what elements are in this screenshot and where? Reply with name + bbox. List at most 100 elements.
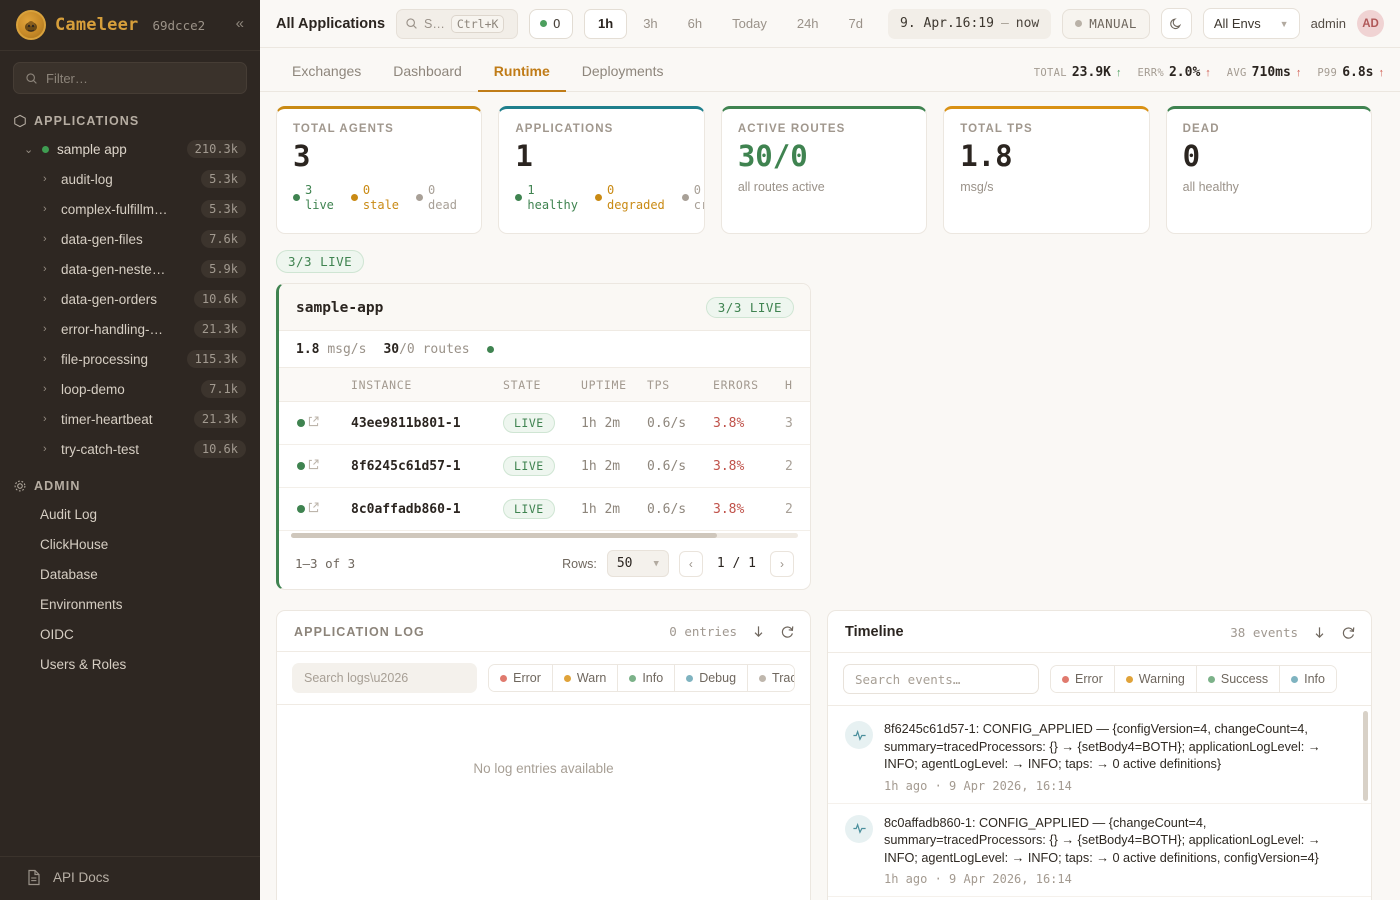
kpi-sub: all routes active <box>737 179 825 194</box>
timeline-event[interactable]: 8f6245c61d57-1: CONFIG_APPLIED — {config… <box>828 710 1371 804</box>
sidebar-item-data-gen-neste-[interactable]: › data-gen-neste… 5.9k <box>0 254 260 284</box>
sidebar-item-label: loop-demo <box>61 381 125 397</box>
sidebar-item-try-catch-test[interactable]: › try-catch-test 10.6k <box>0 434 260 464</box>
level-dot <box>1125 675 1133 683</box>
sidebar-item-data-gen-orders[interactable]: › data-gen-orders 10.6k <box>0 284 260 314</box>
global-search-input[interactable]: S… Ctrl+K <box>396 8 519 39</box>
time-range-group: 1h 3h 6h Today 24h 7d <box>584 8 877 39</box>
row-status-dot <box>279 487 307 531</box>
tab-runtime[interactable]: Runtime <box>477 63 566 92</box>
legend-text: 1 healthy <box>527 182 578 212</box>
time-to: now <box>1015 16 1040 31</box>
legend-dot <box>350 194 358 202</box>
level-label: Warn <box>576 671 607 685</box>
open-instance-icon[interactable] <box>307 401 351 445</box>
chevron-right-icon: › <box>43 413 47 425</box>
sidebar-filter-input[interactable]: Filter… <box>13 62 247 94</box>
log-level-trace[interactable]: Trace <box>748 665 795 691</box>
sidebar-item-environments[interactable]: Environments <box>40 596 123 612</box>
timeline-scrollbar[interactable] <box>1363 711 1368 801</box>
time-range-6h[interactable]: 6h <box>687 16 703 31</box>
time-range-7d[interactable]: 7d <box>848 16 864 31</box>
legend-text: 0 stale <box>362 182 400 212</box>
scrollbar-thumb[interactable] <box>291 533 717 538</box>
sidebar-item-oidc[interactable]: OIDC <box>40 626 74 642</box>
log-level-info[interactable]: Info <box>618 665 676 691</box>
trend-arrow-icon: ↑ <box>1295 67 1302 79</box>
sidebar-item-sample-app[interactable]: ⌄ sample app 210.3k <box>0 134 260 164</box>
refresh-icon[interactable] <box>780 624 795 639</box>
timeline-level-info[interactable]: Info <box>1280 666 1336 692</box>
document-icon <box>28 869 40 886</box>
legend-dot <box>594 194 602 202</box>
table-row[interactable]: 8f6245c61d57-1 LIVE 1h 2m 0.6/s 3.8% 2 <box>279 444 810 488</box>
bottom-panels: APPLICATION LOG 0 entries Search logs\u2… <box>276 610 1372 900</box>
time-range-24h[interactable]: 24h <box>796 16 819 31</box>
refresh-mode-button[interactable]: MANUAL <box>1062 8 1150 39</box>
environment-select[interactable]: All Envs ▼ <box>1202 8 1300 39</box>
open-instance-icon[interactable] <box>307 487 351 531</box>
tab-deployments[interactable]: Deployments <box>581 63 664 79</box>
header-metrics: TOTAL 23.9K ↑ ERR% 2.0% ↑ AVG 710ms ↑ P99 6.8s ↑ <box>1034 65 1384 91</box>
sidebar-item-error-handling-[interactable]: › error-handling-… 21.3k <box>0 314 260 344</box>
trend-arrow-icon: ↑ <box>1378 67 1385 79</box>
log-level-error[interactable]: Error <box>489 665 553 691</box>
column-header: INSTANCE <box>351 368 503 402</box>
timeline-level-error[interactable]: Error <box>1051 666 1115 692</box>
sidebar-item-complex-fulfillm-[interactable]: › complex-fulfillm… 5.3k <box>0 194 260 224</box>
sidebar-item-database[interactable]: Database <box>40 566 98 582</box>
log-level-warn[interactable]: Warn <box>552 665 619 691</box>
global-search-placeholder: S… <box>424 16 445 31</box>
sidebar-item-users-roles[interactable]: Users & Roles <box>40 656 127 672</box>
rows-per-page-select[interactable]: 50 ▼ <box>606 550 669 577</box>
avatar[interactable]: AD <box>1357 10 1384 37</box>
sidebar-admin-list: Audit Log ClickHouse Database Environments O… <box>0 499 260 679</box>
activity-icon <box>845 721 873 749</box>
prev-page-button[interactable]: ‹ <box>678 550 703 577</box>
time-range-1h[interactable]: 1h <box>584 8 628 39</box>
chevron-right-icon: › <box>43 173 47 185</box>
scroll-to-bottom-icon[interactable] <box>1312 625 1327 640</box>
time-range-display[interactable]: 9. Apr.16:19 – now <box>888 8 1052 39</box>
theme-toggle-button[interactable] <box>1160 8 1192 39</box>
legend-text: 0criti <box>693 182 704 212</box>
sidebar-item-audit-log[interactable]: › audit-log 5.3k <box>0 164 260 194</box>
metric-value: 6.8s <box>1342 65 1374 80</box>
activity-icon <box>845 814 873 843</box>
sidebar-item-audit-log[interactable]: Audit Log <box>40 506 98 522</box>
time-range-today[interactable]: Today <box>732 16 767 31</box>
time-dash: – <box>1000 16 1009 31</box>
timeline-search-input[interactable]: Search events… <box>843 664 1039 694</box>
next-page-button[interactable]: › <box>770 550 794 577</box>
collapse-sidebar-icon[interactable]: « <box>235 15 244 32</box>
kpi-legend-item: 0criti <box>681 182 704 213</box>
timeline-level-success[interactable]: Success <box>1196 666 1281 692</box>
refresh-icon[interactable] <box>1341 625 1356 640</box>
sidebar-item-file-processing[interactable]: › file-processing 115.3k <box>0 344 260 374</box>
open-instance-icon[interactable] <box>307 444 351 488</box>
timeline-event-meta: 1h ago · 9 Apr 2026, 16:14 <box>884 872 1072 887</box>
legend-text: 0 dead <box>428 182 457 212</box>
sidebar-item-api-docs[interactable]: API Docs <box>0 856 260 900</box>
tab-dashboard[interactable]: Dashboard <box>393 63 462 79</box>
table-row[interactable]: 43ee9811b801-1 LIVE 1h 2m 0.6/s 3.8% 3 <box>279 401 810 445</box>
sidebar-item-data-gen-files[interactable]: › data-gen-files 7.6k <box>0 224 260 254</box>
sidebar-item-loop-demo[interactable]: › loop-demo 7.1k <box>0 374 260 404</box>
sidebar-item-timer-heartbeat[interactable]: › timer-heartbeat 21.3k <box>0 404 260 434</box>
scroll-to-bottom-icon[interactable] <box>751 624 766 639</box>
tab-exchanges[interactable]: Exchanges <box>292 63 362 79</box>
table-row[interactable]: 8c0affadb860-1 LIVE 1h 2m 0.6/s 3.8% 2 <box>279 487 810 531</box>
sidebar-item-clickhouse[interactable]: ClickHouse <box>40 536 109 552</box>
instances-table-header: INSTANCE STATE UPTIME TPS ERRORS H <box>279 368 810 402</box>
log-level-debug[interactable]: Debug <box>675 665 749 691</box>
time-range-3h[interactable]: 3h <box>643 16 658 31</box>
timeline-event[interactable]: 8c0affadb860-1: CONFIG_APPLIED — {change… <box>828 804 1371 898</box>
timeline-level-warning[interactable]: Warning <box>1114 666 1197 692</box>
sidebar: Cameleer 69dcce2 « Filter… APPLICATIONS … <box>0 0 260 900</box>
environment-selected: All Envs <box>1213 16 1261 31</box>
instance-uptime: 1h 2m <box>581 401 647 445</box>
log-search-input[interactable]: Search logs\u2026 <box>292 663 478 693</box>
table-horizontal-scrollbar[interactable] <box>291 533 798 538</box>
sidebar-item-count: 7.1k <box>201 380 246 398</box>
connection-status-badge[interactable]: O <box>529 8 574 39</box>
